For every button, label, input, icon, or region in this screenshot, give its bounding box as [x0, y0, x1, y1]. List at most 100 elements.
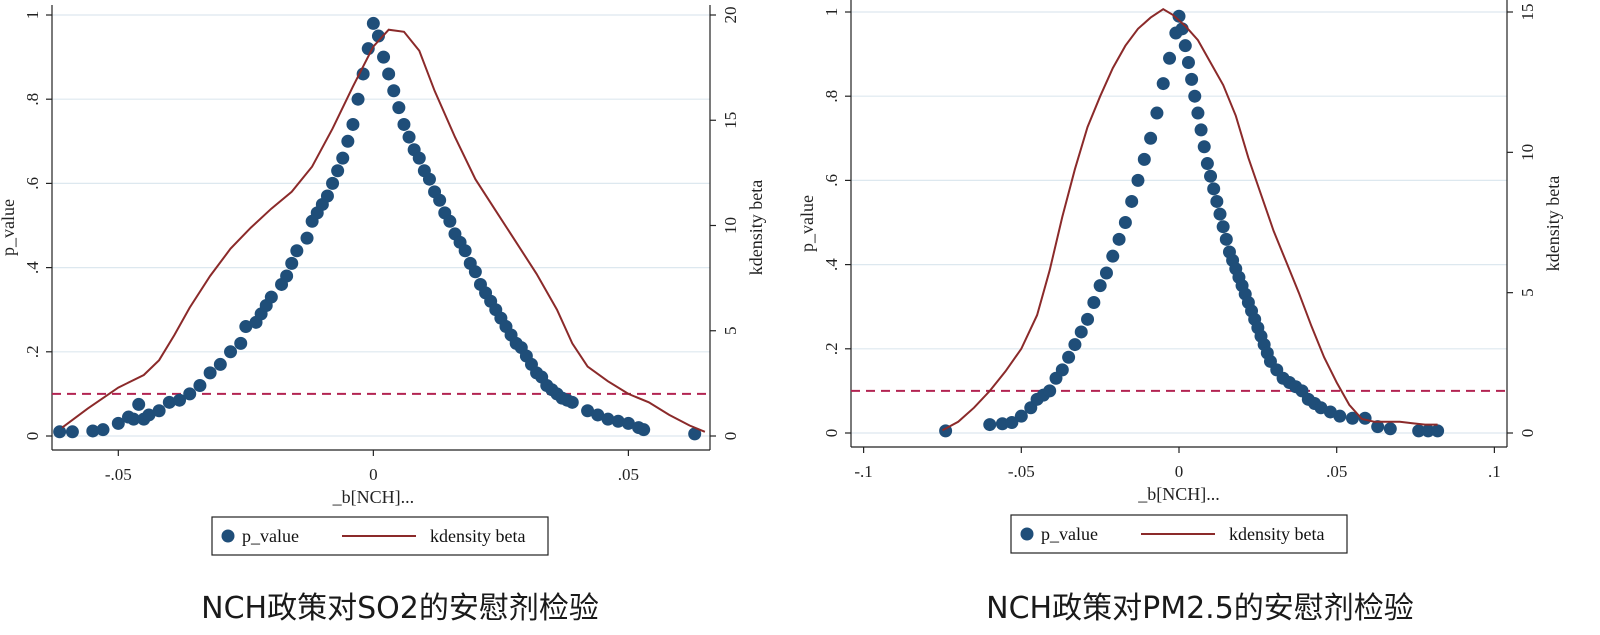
y-tick-label: 0 — [822, 429, 841, 438]
p-value-point — [341, 134, 355, 148]
legend-label: p_value — [1041, 524, 1098, 544]
y2-tick-label: 0 — [721, 432, 740, 441]
p-value-point — [65, 425, 79, 439]
p-value-point — [366, 16, 380, 30]
y2-tick-label: 10 — [1518, 144, 1537, 161]
legend-label: p_value — [242, 526, 299, 546]
y2-tick-label: 10 — [721, 217, 740, 234]
x-axis-title: _b[NCH]... — [332, 487, 415, 507]
p-value-point — [132, 397, 146, 411]
p-value-point — [1156, 77, 1170, 91]
p-value-point — [565, 395, 579, 409]
chart-caption: NCH政策对SO2的安慰剂检验 — [201, 591, 599, 626]
p-value-point — [300, 231, 314, 245]
p-value-point — [371, 29, 385, 43]
p-value-point — [1131, 173, 1145, 187]
p-value-point — [326, 176, 340, 190]
p-value-point — [162, 395, 176, 409]
p-value-point — [1137, 152, 1151, 166]
p-value-point — [468, 265, 482, 279]
p-value-point — [443, 214, 457, 228]
p-value-point — [193, 378, 207, 392]
x-tick-label: -.1 — [854, 462, 872, 481]
kdensity-line — [61, 28, 706, 433]
p-value-point — [290, 244, 304, 258]
p-value-point — [387, 84, 401, 98]
y2-tick-label: 20 — [721, 7, 740, 24]
p-value-point — [402, 130, 416, 144]
p-value-point — [336, 151, 350, 165]
y2-tick-label: 15 — [721, 112, 740, 129]
p-value-point — [1213, 207, 1227, 221]
legend-marker-dot — [1020, 527, 1034, 541]
y-tick-label: .8 — [822, 90, 841, 103]
p-value-point — [346, 117, 360, 131]
gridlines — [52, 14, 710, 437]
legend-label: kdensity beta — [1229, 524, 1324, 544]
p-value-point — [581, 404, 595, 418]
p-value-point — [1185, 72, 1199, 86]
p-value-point — [1181, 56, 1195, 70]
p-value-point — [1421, 424, 1435, 438]
y-tick-label: .8 — [23, 93, 42, 106]
legend: p_value kdensity beta — [1010, 514, 1348, 554]
p-value-point — [1345, 411, 1359, 425]
p-value-point — [621, 416, 635, 430]
x-tick-label: -.05 — [1008, 462, 1035, 481]
chart-panel-pm25: 0.2.4.6.8 1 0 5 10 15 -.1 -.05 0.05.1 p_value kden… — [797, 0, 1600, 635]
p-value-point — [1093, 279, 1107, 293]
p-value-point — [203, 366, 217, 380]
p-value-point — [1172, 9, 1186, 23]
p-value-point — [1074, 325, 1088, 339]
p-value-point — [392, 101, 406, 115]
p-value-point — [1099, 266, 1113, 280]
p-value-point — [1150, 106, 1164, 120]
p-value-point — [1144, 131, 1158, 145]
p-value-point — [1358, 411, 1372, 425]
p-value-point — [1055, 363, 1069, 377]
y2-tick-label: 0 — [1518, 429, 1537, 438]
p-value-point — [173, 393, 187, 407]
p-value-point — [1178, 39, 1192, 53]
p-value-point — [264, 290, 278, 304]
p-value-point — [1081, 312, 1095, 326]
x-tick-label: 0 — [1175, 462, 1184, 481]
p-value-point — [152, 404, 166, 418]
y-tick-label: .2 — [23, 345, 42, 358]
p-value-point — [1412, 424, 1426, 438]
p-value-series — [53, 16, 702, 441]
p-value-point — [1068, 338, 1082, 352]
p-value-point — [331, 164, 345, 178]
p-value-point — [351, 92, 365, 106]
p-value-point — [142, 408, 156, 422]
y-tick-label: .4 — [23, 261, 42, 274]
chart-panel-so2: 0.2.4.6.8 1 0 5 10 15 20 -.05 0.05 p_value kdensit… — [0, 5, 766, 626]
x-tick-label: 0 — [369, 465, 378, 484]
y2-axis-title: kdensity beta — [746, 180, 766, 275]
y2-tick-label: 5 — [721, 327, 740, 336]
p-value-point — [1191, 106, 1205, 120]
p-value-point — [983, 418, 997, 432]
p-value-point — [213, 357, 227, 371]
legend-label: kdensity beta — [430, 526, 525, 546]
y-tick-label: 1 — [23, 11, 42, 20]
p-value-point — [1216, 220, 1230, 234]
x-tick-label: .05 — [1326, 462, 1347, 481]
p-value-point — [611, 414, 625, 428]
y-tick-label: .6 — [23, 177, 42, 190]
p-value-point — [422, 172, 436, 186]
p-value-point — [1043, 384, 1057, 398]
kdensity-line — [942, 8, 1438, 432]
p-value-point — [1112, 232, 1126, 246]
y2-tick-label: 15 — [1518, 4, 1537, 21]
p-value-point — [995, 417, 1009, 431]
p-value-point — [1194, 123, 1208, 137]
p-value-point — [1219, 232, 1233, 246]
p-value-point — [1188, 89, 1202, 103]
legend: p_value kdensity beta — [211, 516, 549, 556]
y-tick-label: 1 — [822, 8, 841, 17]
p-value-point — [285, 256, 299, 270]
p-value-point — [1005, 415, 1019, 429]
p-value-point — [397, 117, 411, 131]
